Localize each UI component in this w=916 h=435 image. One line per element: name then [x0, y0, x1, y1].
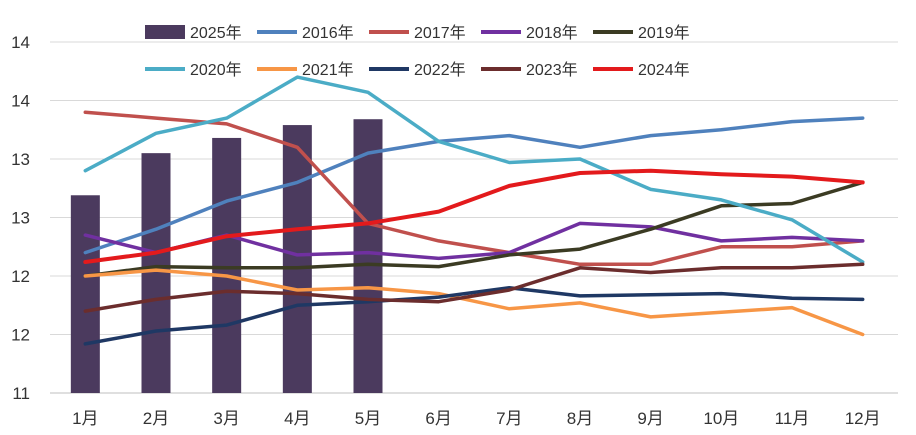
legend-item-2021: 2021年 [257, 61, 354, 79]
y-tick-label: 14 [11, 92, 30, 111]
legend-label: 2016年 [302, 24, 354, 42]
x-tick-label: 11月 [775, 409, 810, 428]
legend-label: 2022年 [414, 61, 466, 79]
x-tick-label: 8月 [567, 409, 593, 428]
legend-label: 2017年 [414, 24, 466, 42]
y-tick-label: 14 [11, 33, 30, 52]
series-line-2020 [83, 75, 865, 264]
legend-swatch [145, 25, 185, 39]
legend-item-2016: 2016年 [257, 24, 354, 42]
x-tick-label: 6月 [425, 409, 451, 428]
x-tick-label: 4月 [284, 409, 310, 428]
y-tick-label: 11 [12, 384, 30, 403]
series-line-2024 [83, 168, 865, 264]
series-line-2021 [83, 268, 865, 337]
bar-2025 [353, 119, 383, 393]
legend-label: 2025年 [190, 24, 242, 42]
bar-2025 [282, 125, 312, 393]
y-axis-ticks: 11 12 12 13 13 14 14 [11, 33, 30, 403]
bar-series [70, 119, 383, 393]
legend-item-2023: 2023年 [481, 61, 578, 79]
x-axis-ticks: 1月 2月 3月 4月 5月 6月 7月 8月 9月 10月 11月 12月 [72, 409, 881, 428]
legend-item-2022: 2022年 [369, 61, 466, 79]
x-tick-label: 1月 [72, 409, 98, 428]
y-tick-label: 13 [11, 150, 30, 169]
legend-label: 2020年 [190, 61, 242, 79]
legend-label: 2018年 [526, 24, 578, 42]
legend-item-2017: 2017年 [369, 24, 466, 42]
x-tick-label: 9月 [637, 409, 663, 428]
legend-item-2019: 2019年 [593, 24, 690, 42]
series-line-2022 [83, 285, 865, 346]
y-tick-label: 12 [11, 326, 30, 345]
legend: 2025年 2016年 2017年 2018年 2019年 2020年 2021年 2022年… [145, 24, 690, 79]
y-tick-label: 13 [11, 209, 30, 228]
x-tick-label: 10月 [703, 409, 739, 428]
x-tick-label: 5月 [355, 409, 381, 428]
legend-label: 2019年 [638, 24, 690, 42]
legend-item-2024: 2024年 [593, 61, 690, 79]
legend-label: 2023年 [526, 61, 578, 79]
x-tick-label: 12月 [845, 409, 881, 428]
series-line-2016 [83, 116, 865, 255]
legend-label: 2021年 [302, 61, 354, 79]
legend-item-2020: 2020年 [145, 61, 242, 79]
legend-item-2018: 2018年 [481, 24, 578, 42]
series-line-2017 [83, 110, 865, 267]
x-tick-label: 3月 [213, 409, 239, 428]
y-tick-label: 12 [11, 267, 30, 286]
line-series [83, 75, 865, 346]
legend-label: 2024年 [638, 61, 690, 79]
x-tick-label: 2月 [143, 409, 169, 428]
bar-2025 [141, 153, 171, 393]
bar-2025 [212, 137, 242, 393]
grid-lines [50, 41, 898, 394]
series-line-2019 [83, 180, 865, 278]
x-tick-label: 7月 [496, 409, 522, 428]
legend-item-2025: 2025年 [145, 24, 242, 42]
bar-2025 [70, 195, 100, 393]
series-line-2023 [83, 262, 865, 313]
